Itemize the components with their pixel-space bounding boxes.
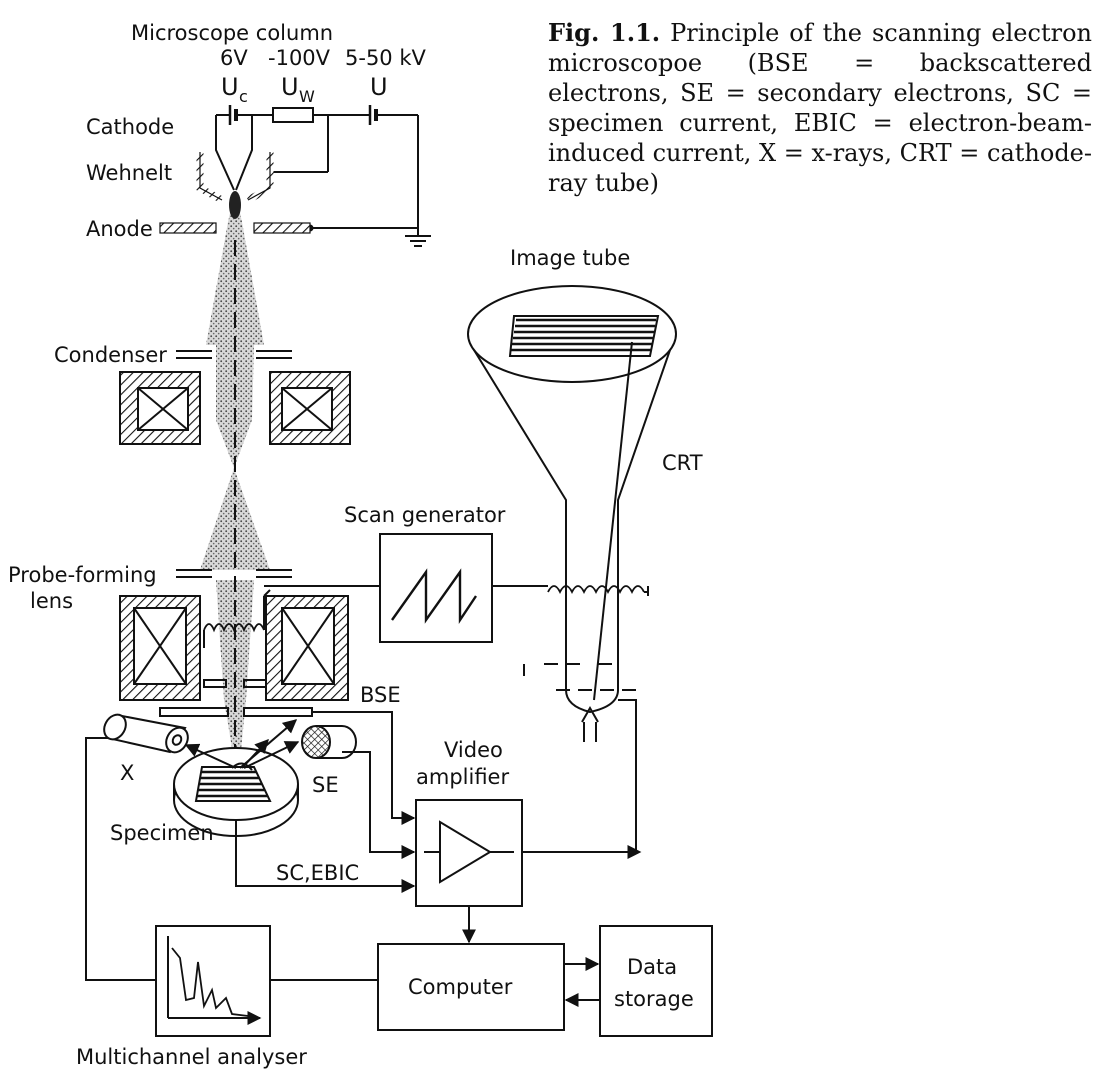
probe-forming-lens (119, 569, 349, 717)
computer-box (377, 943, 565, 1031)
uc-subscript: c (239, 87, 248, 106)
uw-label: U (281, 73, 299, 101)
video-amplifier (415, 799, 523, 907)
figure-caption-text: Principle of the scanning electron micro… (548, 19, 1092, 197)
wehnelt-label: Wehnelt (86, 161, 172, 185)
multichannel-analyser-label: Multichannel analyser (76, 1045, 307, 1069)
scan-generator-label: Scan generator (344, 503, 506, 527)
x-ray-detector (103, 713, 189, 754)
se-detector (301, 725, 357, 759)
uw-subscript: W (299, 87, 315, 106)
data-label: Data (627, 955, 677, 979)
cathode-label: Cathode (86, 115, 174, 139)
scan-generator (379, 533, 493, 643)
diagram-labels: Microscope column 6V -100V 5-50 kV U c U… (8, 21, 703, 1069)
probe-forming-lens-label: lens (30, 589, 73, 613)
condenser-lens (119, 350, 351, 445)
storage-label: storage (614, 987, 694, 1011)
anode-label: Anode (86, 217, 153, 241)
multichannel-analyser (155, 925, 271, 1037)
voltage-100v-label: -100V (268, 46, 331, 70)
computer-label: Computer (408, 975, 513, 999)
amplifier-label: amplifier (416, 765, 509, 789)
electron-beam (200, 190, 270, 760)
electron-gun (159, 105, 431, 247)
figure-label: Fig. 1.1. (548, 18, 661, 47)
bse-label: BSE (360, 683, 401, 707)
signal-wiring (85, 585, 642, 1007)
specimen-stage (173, 719, 300, 837)
crt-image-tube (467, 285, 677, 742)
condenser-label: Condenser (54, 343, 167, 367)
voltage-6v-label: 6V (220, 46, 248, 70)
specimen-label: Specimen (110, 821, 214, 845)
voltage-5-50kv-label: 5-50 kV (345, 46, 426, 70)
x-ray-label: X (120, 761, 134, 785)
se-label: SE (312, 773, 339, 797)
probe-forming-label: Probe-forming (8, 563, 157, 587)
sc-ebic-label: SC,EBIC (276, 861, 359, 885)
data-storage-box (599, 925, 713, 1037)
figure-caption: Fig. 1.1. Principle of the scanning elec… (548, 18, 1092, 198)
u-label: U (370, 73, 388, 101)
uc-label: U (221, 73, 239, 101)
crt-label: CRT (662, 451, 703, 475)
image-tube-label: Image tube (510, 246, 630, 270)
video-label: Video (444, 738, 503, 762)
microscope-column-label: Microscope column (131, 21, 333, 45)
